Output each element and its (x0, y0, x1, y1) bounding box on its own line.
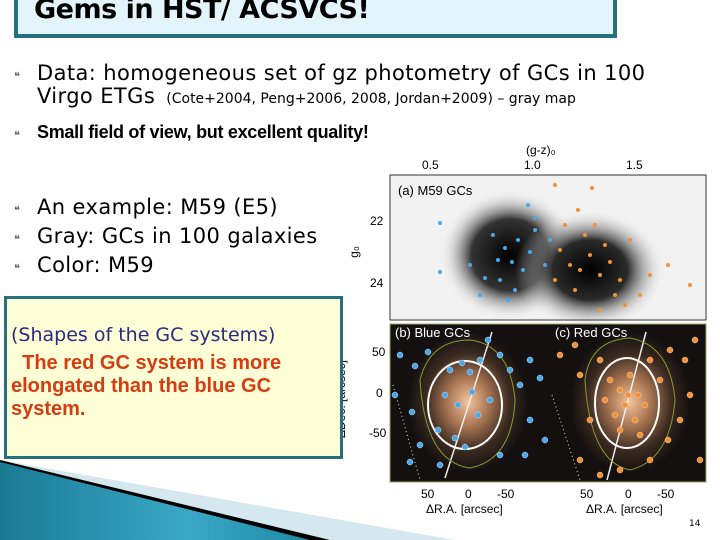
panel-b-x-axis-title: ΔR.A. [arcsec] (426, 502, 503, 516)
page-number: 14 (689, 519, 701, 529)
bullet-quote-icon: ❝ (14, 129, 20, 142)
slide-title: Gems in HST/ ACSVCS! (34, 0, 370, 25)
panel-c-red-gcs (548, 324, 706, 482)
panel-a-x-tick: 1.0 (524, 158, 541, 172)
panel-a-x-tick: 1.5 (626, 158, 643, 172)
panel-b-y-tick: 0 (376, 386, 383, 400)
panel-a-y-tick: 24 (370, 276, 384, 290)
panel-b-y-tick: 50 (372, 345, 386, 359)
bullet-quote-icon: ❝ (14, 262, 20, 275)
panel-a-cmd (389, 174, 707, 330)
panel-a-x-axis-title: (g-z)₀ (526, 143, 556, 157)
panel-c-x-tick: 50 (580, 487, 594, 501)
callout-body: The red GC system is more elongated than… (11, 352, 282, 420)
title-box: Gems in HST/ ACSVCS! (14, 0, 617, 38)
panel-b-x-tick: 0 (465, 487, 472, 501)
panel-a-x-tick: 0.5 (422, 158, 439, 172)
callout-heading: (Shapes of the GC systems) (11, 324, 276, 346)
bullet-data-line2-small: (Cote+2004, Peng+2006, 2008, Jordan+2009… (166, 91, 576, 107)
bullet-quote-icon: ❝ (14, 70, 20, 83)
panel-c-x-tick: -50 (657, 487, 675, 501)
panel-b-label: (b) Blue GCs (395, 325, 471, 340)
panel-a-y-axis-title: g₀ (346, 246, 361, 258)
panel-b-x-tick: -50 (497, 487, 515, 501)
panel-b-x-tick: 50 (421, 487, 435, 501)
bullet-fov: Small field of view, but excellent quali… (37, 122, 369, 142)
bullet-gray: Gray: GCs in 100 galaxies (37, 224, 318, 248)
bullet-data-line2-big: Virgo ETGs (37, 84, 156, 108)
bullet-color: Color: M59 (37, 253, 155, 277)
figure-gc-panels (389, 174, 707, 483)
panel-c-x-tick: 0 (625, 487, 632, 501)
panel-c-x-axis-title: ΔR.A. [arcsec] (586, 502, 663, 516)
bullet-quote-icon: ❝ (14, 204, 20, 217)
bullet-quote-icon: ❝ (14, 233, 20, 246)
panel-b-y-tick: -50 (369, 426, 387, 440)
panel-a-y-tick: 22 (370, 214, 384, 228)
panel-b-blue-gcs (390, 324, 549, 482)
panel-c-label: (c) Red GCs (555, 325, 628, 340)
callout-box: (Shapes of the GC systems) The red GC sy… (4, 296, 343, 459)
decorative-corner (0, 460, 455, 540)
panel-a-label: (a) M59 GCs (398, 183, 473, 198)
bullet-example: An example: M59 (E5) (37, 195, 279, 219)
bullet-data-line1: Data: homogeneous set of gz photometry o… (37, 61, 646, 85)
bullet-data-line2: Virgo ETGs (Cote+2004, Peng+2006, 2008, … (37, 84, 576, 108)
